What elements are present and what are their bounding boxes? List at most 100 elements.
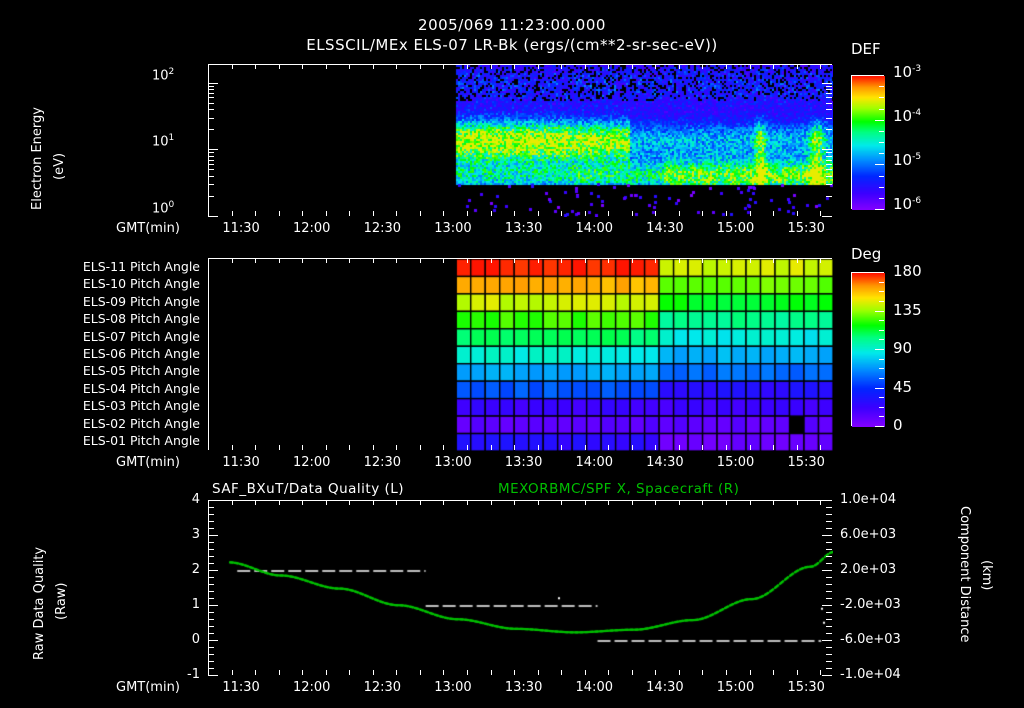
panel3-ylabel-left-units: (Raw) bbox=[54, 582, 69, 621]
panel2-xtick-top bbox=[796, 258, 798, 263]
panel3-ytick-left bbox=[208, 535, 218, 536]
panel2-xtick-bottom bbox=[749, 445, 751, 450]
panel3-title-left: SAF_BXuT/Data Quality (L) bbox=[212, 481, 405, 497]
panel2-xtick-bottom bbox=[820, 445, 822, 450]
panel3-xtick-top bbox=[255, 500, 257, 505]
panel3-ytick-left bbox=[208, 661, 214, 662]
panel3-xtick-bottom bbox=[419, 670, 421, 675]
panel3-ytick-left bbox=[208, 598, 214, 599]
panel2-xtick-top bbox=[325, 258, 327, 263]
panel3-ytick-left bbox=[208, 626, 214, 627]
panel3-xtick-top bbox=[278, 500, 280, 505]
def-colorbar-tick bbox=[879, 186, 884, 188]
panel3-ytick-right bbox=[822, 640, 832, 641]
panel2-row-label-7: ELS-07 Pitch Angle bbox=[82, 328, 200, 344]
panel3-xtick-bottom bbox=[490, 670, 492, 675]
panel3-ytick-right bbox=[826, 521, 832, 522]
def-colorbar-tick bbox=[879, 197, 884, 199]
panel3-xtick-bottom bbox=[208, 670, 209, 675]
deg-colorbar-tick bbox=[879, 291, 884, 293]
panel1-ytick bbox=[208, 175, 214, 177]
panel1-ytick-right bbox=[826, 152, 832, 154]
panel3-ytick-left bbox=[208, 619, 214, 620]
panel2-xtick-bottom bbox=[561, 445, 563, 450]
panel1-ytick-right bbox=[826, 175, 832, 177]
panel1-ytick-right bbox=[826, 89, 832, 91]
panel1-ytick-right bbox=[826, 129, 832, 131]
panel1-xtick-top bbox=[255, 64, 257, 69]
panel2-xtick-bottom bbox=[302, 445, 304, 450]
panel2-xtick-top bbox=[372, 258, 374, 263]
panel3-ytick-right bbox=[826, 542, 832, 543]
panel3-ytick-left bbox=[208, 640, 218, 641]
panel3-ytick-right bbox=[822, 570, 832, 571]
panel2-row-label-8: ELS-08 Pitch Angle bbox=[82, 311, 200, 327]
def-colorbar-tick bbox=[879, 130, 884, 132]
panel3-xtick-label-4: 13:30 bbox=[504, 680, 543, 695]
panel3-xtick-label-0: 11:30 bbox=[222, 680, 260, 695]
panel3-xtick-top bbox=[749, 500, 751, 505]
panel2-xtick-bottom bbox=[702, 445, 704, 450]
panel2-xtick-bottom bbox=[467, 445, 469, 450]
panel1-ytick bbox=[208, 159, 214, 161]
panel3-xtick-bottom bbox=[561, 670, 563, 675]
panel1-xtick-bottom bbox=[419, 211, 421, 216]
deg-colorbar-tick bbox=[875, 387, 884, 389]
panel1-xtick-label-3: 13:00 bbox=[434, 221, 472, 236]
panel1-xtick-top bbox=[396, 64, 398, 69]
panel1-plot-area[interactable] bbox=[208, 64, 833, 217]
panel1-xtick-bottom bbox=[749, 211, 751, 216]
panel1-ytick bbox=[208, 82, 218, 84]
panel1-xtick-top bbox=[349, 64, 351, 69]
panel3-xtick-top bbox=[349, 500, 351, 505]
panel3-xtick-top bbox=[796, 500, 798, 505]
panel3-xtick-top bbox=[208, 500, 209, 505]
panel1-ytick-right bbox=[822, 216, 832, 217]
deg-colorbar-title: Deg bbox=[851, 245, 882, 263]
panel1-xtick-top bbox=[820, 64, 822, 69]
panel1-ylabel-line1: Electron Energy bbox=[30, 107, 45, 210]
panel1-xtick-top bbox=[302, 64, 304, 69]
panel2-xtick-bottom bbox=[372, 445, 374, 450]
panel2-xtick-bottom bbox=[255, 445, 257, 450]
panel1-xtick-top bbox=[278, 64, 280, 69]
panel1-ytick bbox=[208, 109, 214, 111]
panel3-xtick-bottom bbox=[726, 670, 728, 675]
panel3-ytick-left bbox=[208, 570, 218, 571]
panel2-xtick-label-6: 14:30 bbox=[646, 455, 684, 470]
panel1-xtick-bottom bbox=[490, 211, 492, 216]
panel1-xtick-bottom bbox=[278, 211, 280, 216]
panel1-ytick-right bbox=[826, 184, 832, 186]
panel2-xtick-top bbox=[726, 258, 728, 263]
panel3-xtick-label-3: 13:00 bbox=[434, 680, 472, 695]
panel2-plot-area[interactable] bbox=[208, 258, 833, 451]
panel2-xaxis-label: GMT(min) bbox=[116, 455, 180, 470]
panel1-xtick-bottom bbox=[702, 211, 704, 216]
panel3-xtick-top bbox=[820, 500, 822, 505]
panel2-row-label-3: ELS-03 Pitch Angle bbox=[82, 398, 200, 414]
panel1-ylabel-line2: (eV) bbox=[52, 152, 67, 180]
panel3-xtick-label-2: 12:30 bbox=[363, 680, 402, 695]
panel3-ytick-right bbox=[826, 514, 832, 515]
panel1-ytick bbox=[208, 85, 214, 87]
panel3-xtick-top bbox=[726, 500, 728, 505]
panel3-xtick-bottom bbox=[302, 670, 304, 675]
panel1-xtick-bottom bbox=[302, 211, 304, 216]
panel3-plot-area[interactable] bbox=[208, 500, 833, 676]
panel1-xtick-top bbox=[514, 64, 516, 69]
panel2-xtick-top bbox=[561, 258, 563, 263]
panel1-xaxis-label: GMT(min) bbox=[116, 221, 180, 236]
panel2-xtick-label-3: 13:00 bbox=[434, 455, 472, 470]
def-colorbar-title: DEF bbox=[851, 40, 881, 58]
spectrogram-canvas bbox=[209, 65, 833, 217]
panel1-ytick bbox=[208, 216, 218, 217]
panel3-ytick-label-0: 0 bbox=[191, 632, 200, 647]
panel3-ytick-left bbox=[208, 521, 214, 522]
panel2-xtick-top bbox=[255, 258, 257, 263]
panel1-ytick-right bbox=[826, 97, 832, 99]
panel3-xtick-top bbox=[325, 500, 327, 505]
panel1-xtick-bottom bbox=[537, 211, 539, 216]
panel1-xtick-bottom bbox=[655, 211, 657, 216]
panel3-xtick-bottom bbox=[255, 670, 257, 675]
deg-tick-label-180: 180 bbox=[893, 262, 922, 280]
